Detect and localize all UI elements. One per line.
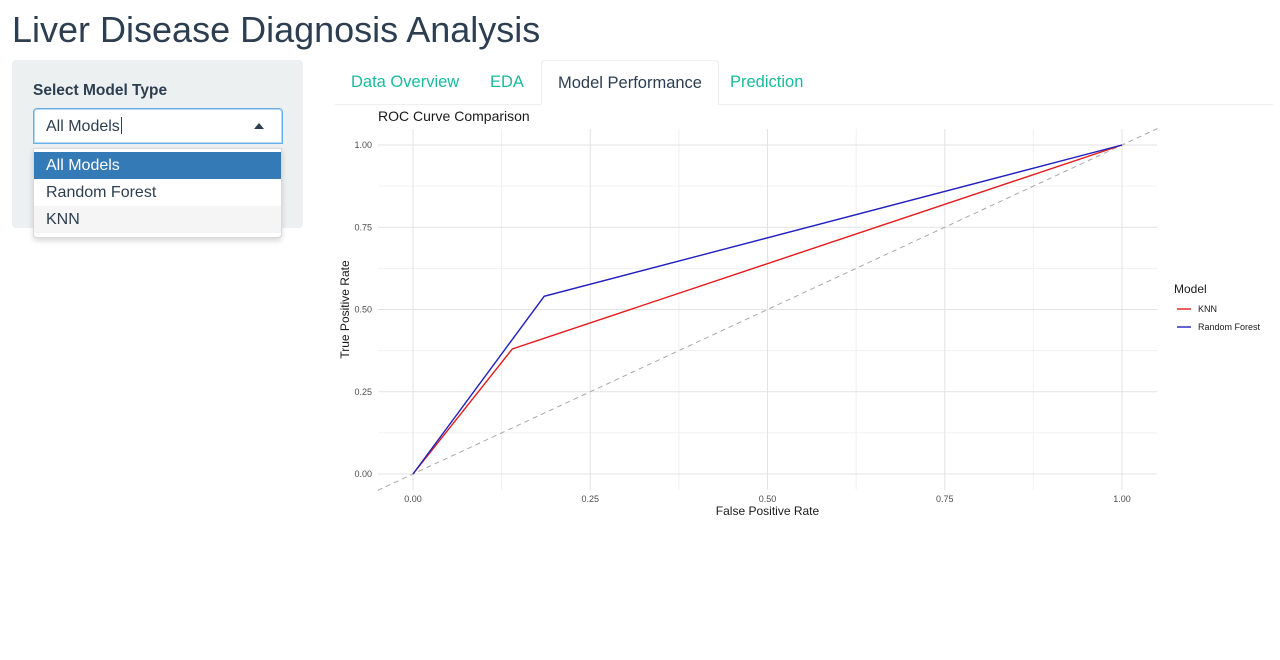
y-tick-label: 0.00 [354, 469, 372, 479]
select-current-value[interactable]: All Models [46, 117, 122, 135]
model-type-label: Select Model Type [33, 82, 168, 99]
roc-line-random-forest [412, 144, 1123, 475]
x-tick-label: 0.50 [759, 494, 777, 504]
roc-chart: 0.00 0.25 0.50 0.75 1.00 0.00 0.25 0.50 0.75 1.00… [338, 108, 1261, 518]
x-tick-label: 0.75 [936, 494, 954, 504]
page-title: Liver Disease Diagnosis Analysis [12, 9, 541, 50]
model-type-select[interactable]: All Models [33, 108, 283, 144]
option-random-forest[interactable]: Random Forest [46, 184, 157, 201]
tab-prediction[interactable]: Prediction [730, 73, 804, 91]
y-tick-label: 0.50 [354, 305, 372, 315]
y-tick-label: 1.00 [354, 140, 372, 150]
legend-label: KNN [1198, 304, 1217, 314]
y-axis-label: True Positive Rate [338, 260, 352, 359]
chevron-up-icon[interactable] [254, 123, 264, 129]
roc-line-knn [412, 144, 1123, 475]
x-tick-label: 0.00 [404, 494, 422, 504]
model-type-dropdown: All Models Random Forest KNN [33, 148, 282, 238]
chart-title: ROC Curve Comparison [378, 108, 530, 124]
roc-chart-container: 0.00 0.25 0.50 0.75 1.00 0.00 0.25 0.50 0.75 1.00… [335, 105, 1273, 530]
y-tick-label: 0.25 [354, 387, 372, 397]
x-tick-label: 1.00 [1113, 494, 1131, 504]
tab-model-performance[interactable]: Model Performance [541, 60, 719, 105]
tab-eda[interactable]: EDA [490, 73, 524, 91]
legend-label: Random Forest [1198, 322, 1261, 332]
y-tick-label: 0.75 [354, 222, 372, 232]
option-knn[interactable]: KNN [34, 206, 281, 233]
legend-title: Model [1174, 282, 1207, 296]
option-all-models[interactable]: All Models [34, 152, 281, 179]
x-axis-label: False Positive Rate [716, 504, 820, 518]
main-tabs: Data Overview EDA Model Performance Pred… [335, 60, 1273, 105]
tab-data-overview[interactable]: Data Overview [351, 73, 460, 91]
x-tick-label: 0.25 [581, 494, 599, 504]
text-cursor [120, 117, 122, 134]
